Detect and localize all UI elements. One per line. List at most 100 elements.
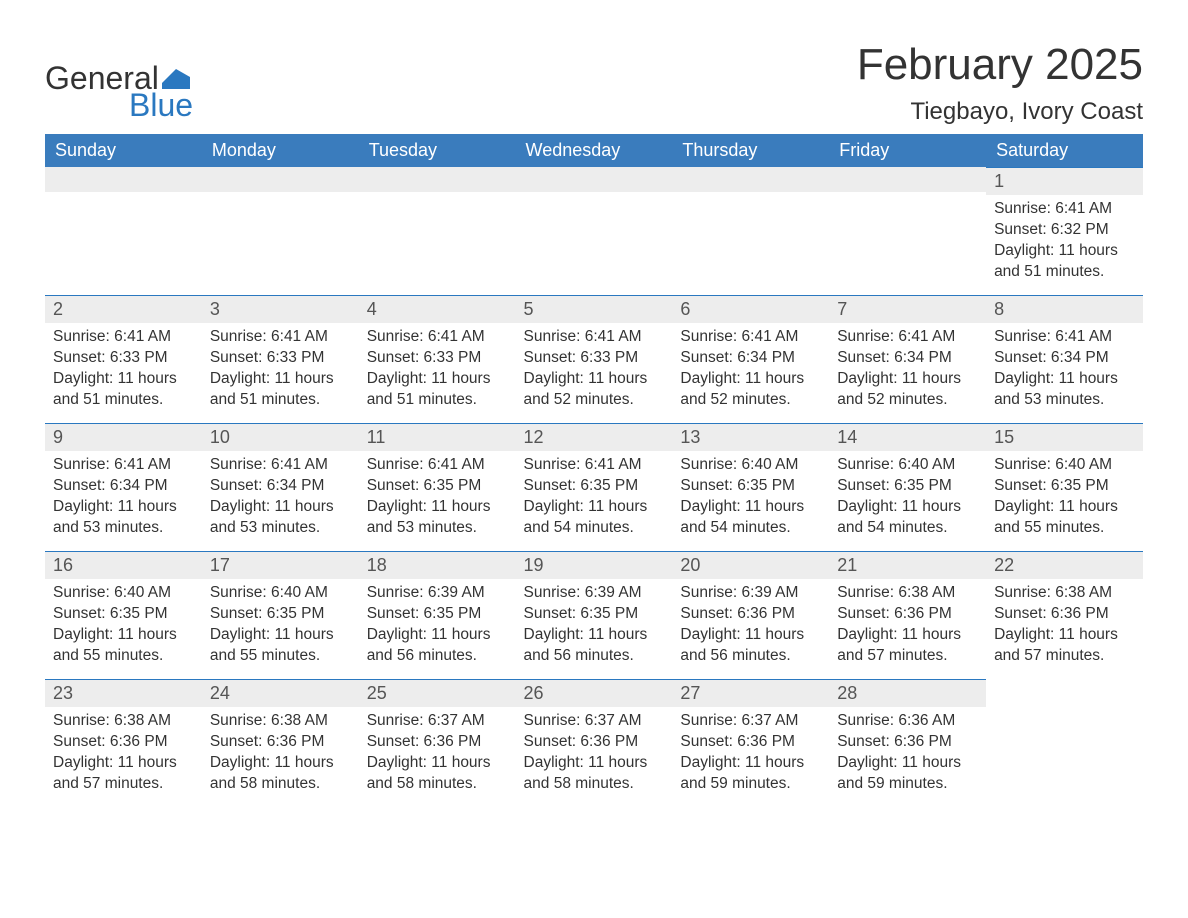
sunrise-text: Sunrise: 6:41 AM [210,327,351,348]
day-data: Sunrise: 6:38 AMSunset: 6:36 PMDaylight:… [986,579,1143,675]
day-data: Sunrise: 6:41 AMSunset: 6:33 PMDaylight:… [359,323,516,419]
calendar-day-cell: 18 Sunrise: 6:39 AMSunset: 6:35 PMDayligh… [359,551,516,679]
sunset-text: Sunset: 6:35 PM [994,476,1135,497]
daylight-text: Daylight: 11 hours and 56 minutes. [524,625,665,667]
sunrise-text: Sunrise: 6:40 AM [53,583,194,604]
weekday-header: Saturday [986,134,1143,167]
calendar-day-cell [359,167,516,295]
calendar-day-cell [202,167,359,295]
day-number-bar: 28 [829,679,986,707]
day-number: 10 [210,427,230,447]
day-data: Sunrise: 6:39 AMSunset: 6:35 PMDaylight:… [359,579,516,675]
calendar-day-cell [45,167,202,295]
empty-day-bar [359,167,516,192]
day-data: Sunrise: 6:41 AMSunset: 6:33 PMDaylight:… [45,323,202,419]
calendar-day-cell: 26Sunrise: 6:37 AMSunset: 6:36 PMDayligh… [516,679,673,807]
daylight-text: Daylight: 11 hours and 56 minutes. [680,625,821,667]
calendar-day-cell: 27Sunrise: 6:37 AMSunset: 6:36 PMDayligh… [672,679,829,807]
day-number: 24 [210,683,230,703]
day-number-bar: 13 [672,423,829,451]
sunset-text: Sunset: 6:35 PM [524,604,665,625]
day-data: Sunrise: 6:40 AMSunset: 6:35 PMDaylight:… [202,579,359,675]
calendar-day-cell: 3 Sunrise: 6:41 AMSunset: 6:33 PMDaylight… [202,295,359,423]
weekday-header: Sunday [45,134,202,167]
day-number: 25 [367,683,387,703]
day-data: Sunrise: 6:40 AMSunset: 6:35 PMDaylight:… [45,579,202,675]
sunset-text: Sunset: 6:35 PM [837,476,978,497]
empty-day-bar [45,167,202,192]
daylight-text: Daylight: 11 hours and 53 minutes. [53,497,194,539]
sunrise-text: Sunrise: 6:39 AM [367,583,508,604]
sunset-text: Sunset: 6:35 PM [524,476,665,497]
calendar-day-cell: 11 Sunrise: 6:41 AMSunset: 6:35 PMDayligh… [359,423,516,551]
daylight-text: Daylight: 11 hours and 51 minutes. [367,369,508,411]
weekday-header: Wednesday [516,134,673,167]
month-title: February 2025 [857,40,1143,90]
sunrise-text: Sunrise: 6:41 AM [367,455,508,476]
sunset-text: Sunset: 6:34 PM [837,348,978,369]
calendar-day-cell: 21Sunrise: 6:38 AMSunset: 6:36 PMDayligh… [829,551,986,679]
day-data: Sunrise: 6:41 AMSunset: 6:34 PMDaylight:… [829,323,986,419]
day-data: Sunrise: 6:40 AMSunset: 6:35 PMDaylight:… [986,451,1143,547]
sunset-text: Sunset: 6:34 PM [210,476,351,497]
daylight-text: Daylight: 11 hours and 55 minutes. [994,497,1135,539]
sunset-text: Sunset: 6:34 PM [53,476,194,497]
day-number-bar: 3 [202,295,359,323]
empty-day-bar [672,167,829,192]
daylight-text: Daylight: 11 hours and 56 minutes. [367,625,508,667]
sunset-text: Sunset: 6:34 PM [680,348,821,369]
day-data: Sunrise: 6:41 AMSunset: 6:35 PMDaylight:… [359,451,516,547]
calendar-day-cell: 13Sunrise: 6:40 AMSunset: 6:35 PMDayligh… [672,423,829,551]
sunset-text: Sunset: 6:33 PM [53,348,194,369]
location-subtitle: Tiegbayo, Ivory Coast [857,98,1143,126]
day-number-bar: 20 [672,551,829,579]
calendar-day-cell: 14Sunrise: 6:40 AMSunset: 6:35 PMDayligh… [829,423,986,551]
sunrise-text: Sunrise: 6:41 AM [837,327,978,348]
day-number-bar: 22 [986,551,1143,579]
day-number: 26 [524,683,544,703]
day-number-bar: 25 [359,679,516,707]
day-number-bar: 12 [516,423,673,451]
day-number: 16 [53,555,73,575]
day-data: Sunrise: 6:39 AMSunset: 6:35 PMDaylight:… [516,579,673,675]
sunrise-text: Sunrise: 6:38 AM [837,583,978,604]
calendar-week-row: 9Sunrise: 6:41 AMSunset: 6:34 PMDaylight… [45,423,1143,551]
sunset-text: Sunset: 6:33 PM [210,348,351,369]
day-number-bar: 9 [45,423,202,451]
daylight-text: Daylight: 11 hours and 54 minutes. [837,497,978,539]
day-data: Sunrise: 6:41 AMSunset: 6:33 PMDaylight:… [516,323,673,419]
day-number-bar: 24 [202,679,359,707]
sunset-text: Sunset: 6:33 PM [367,348,508,369]
calendar-day-cell: 15Sunrise: 6:40 AMSunset: 6:35 PMDayligh… [986,423,1143,551]
page-header: General Blue February 2025 Tiegbayo, Ivo… [45,40,1143,126]
calendar-day-cell: 25Sunrise: 6:37 AMSunset: 6:36 PMDayligh… [359,679,516,807]
sunrise-text: Sunrise: 6:37 AM [367,711,508,732]
daylight-text: Daylight: 11 hours and 51 minutes. [53,369,194,411]
day-number: 3 [210,299,220,319]
sunset-text: Sunset: 6:35 PM [367,476,508,497]
calendar-day-cell: 23Sunrise: 6:38 AMSunset: 6:36 PMDayligh… [45,679,202,807]
calendar-day-cell: 20Sunrise: 6:39 AMSunset: 6:36 PMDayligh… [672,551,829,679]
sunset-text: Sunset: 6:35 PM [210,604,351,625]
day-number-bar: 16 [45,551,202,579]
day-data: Sunrise: 6:41 AMSunset: 6:34 PMDaylight:… [45,451,202,547]
logo-text-blue: Blue [129,87,193,124]
day-number: 17 [210,555,230,575]
day-number: 13 [680,427,700,447]
day-data: Sunrise: 6:41 AMSunset: 6:34 PMDaylight:… [672,323,829,419]
calendar-table: Sunday Monday Tuesday Wednesday Thursday… [45,134,1143,807]
day-number: 6 [680,299,690,319]
calendar-day-cell: 2Sunrise: 6:41 AMSunset: 6:33 PMDaylight… [45,295,202,423]
sunset-text: Sunset: 6:36 PM [994,604,1135,625]
day-data: Sunrise: 6:37 AMSunset: 6:36 PMDaylight:… [672,707,829,803]
daylight-text: Daylight: 11 hours and 58 minutes. [210,753,351,795]
day-number: 11 [367,427,386,447]
daylight-text: Daylight: 11 hours and 51 minutes. [210,369,351,411]
sunrise-text: Sunrise: 6:40 AM [837,455,978,476]
day-number: 8 [994,299,1004,319]
sunrise-text: Sunrise: 6:41 AM [53,455,194,476]
day-number: 18 [367,555,387,575]
sunrise-text: Sunrise: 6:40 AM [994,455,1135,476]
day-data: Sunrise: 6:41 AMSunset: 6:32 PMDaylight:… [986,195,1143,291]
day-number: 23 [53,683,73,703]
